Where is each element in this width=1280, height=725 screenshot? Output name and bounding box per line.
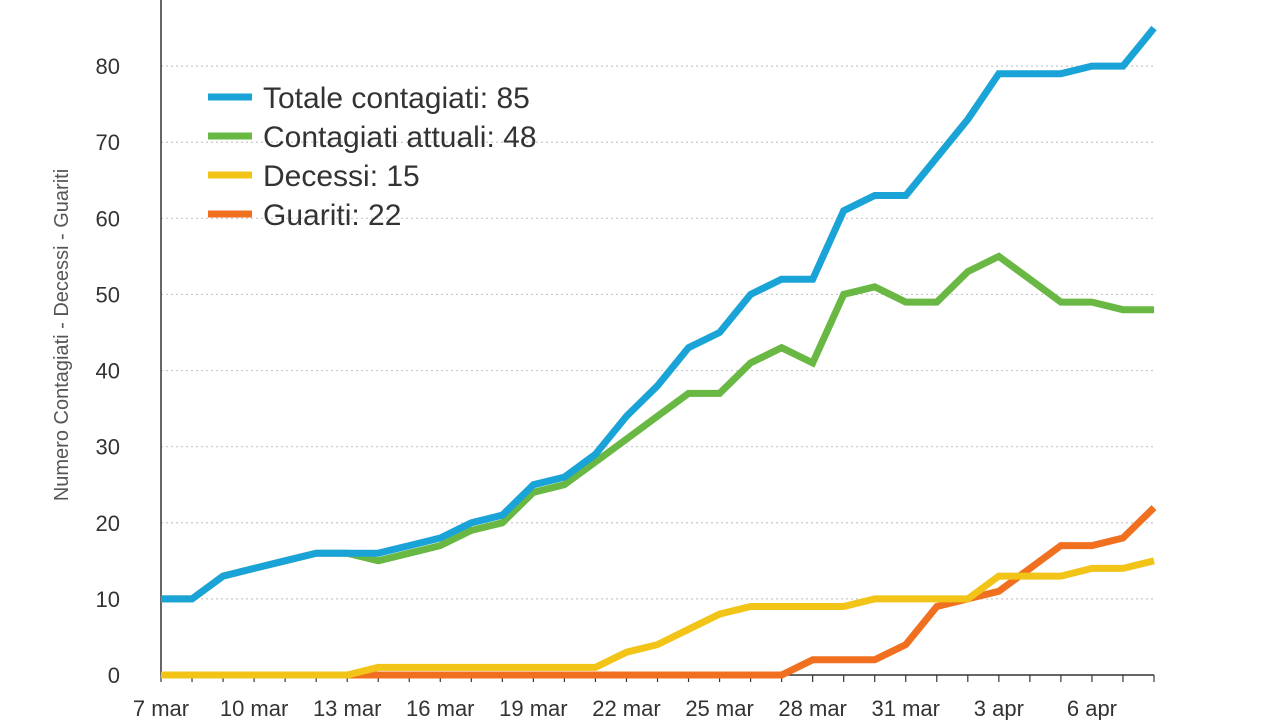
x-tick-label: 22 mar — [592, 696, 660, 720]
series-layer — [161, 25, 1157, 679]
y-tick-label: 80 — [96, 54, 120, 79]
x-tick-label: 7 mar — [133, 696, 189, 720]
y-tick-label: 0 — [108, 663, 120, 688]
legend: Totale contagiati: 85 Contagiati attuali:… — [208, 82, 537, 232]
y-axis-label: Numero Contagiati - Decessi - Guariti — [51, 169, 73, 501]
axis-layer: 0 10 20 30 40 50 60 70 80 90 7 mar 10 mar 13 mar 16 m… — [96, 0, 1155, 721]
y-tick-label: 70 — [96, 130, 120, 155]
y-tick-label: 50 — [96, 282, 120, 307]
x-tick-label: 19 mar — [499, 696, 567, 720]
grid-layer — [161, 65, 1154, 600]
x-tick-label: 10 mar — [220, 696, 288, 720]
legend-label-guariti: Guariti: 22 — [263, 199, 401, 232]
y-tick-label: 60 — [96, 206, 120, 231]
y-tick-label: 40 — [96, 359, 120, 384]
series-line-decessi — [161, 557, 1155, 679]
x-tick-label: 16 mar — [406, 696, 474, 720]
x-tick-label: 13 mar — [313, 696, 381, 720]
y-tick-label: 20 — [96, 511, 120, 536]
x-tick-label: 28 mar — [778, 696, 846, 720]
legend-label-totale-contagiati: Totale contagiati: 85 — [263, 82, 530, 115]
y-tick-label: 90 — [96, 0, 120, 3]
x-tick-label: 3 apr — [974, 696, 1024, 720]
x-tick-label: 6 apr — [1067, 696, 1117, 720]
y-tick-label: 30 — [96, 435, 120, 460]
series-line-totale-contagiati — [161, 25, 1157, 603]
series-line-contagiati-attuali — [161, 252, 1154, 603]
legend-label-decessi: Decessi: 15 — [263, 160, 420, 193]
x-tick-label: 31 mar — [872, 696, 940, 720]
x-tick-label: 25 mar — [685, 696, 753, 720]
legend-label-contagiati-attuali: Contagiati attuali: 48 — [263, 121, 537, 154]
series-line-guariti — [161, 505, 1157, 679]
y-tick-label: 10 — [96, 587, 120, 612]
